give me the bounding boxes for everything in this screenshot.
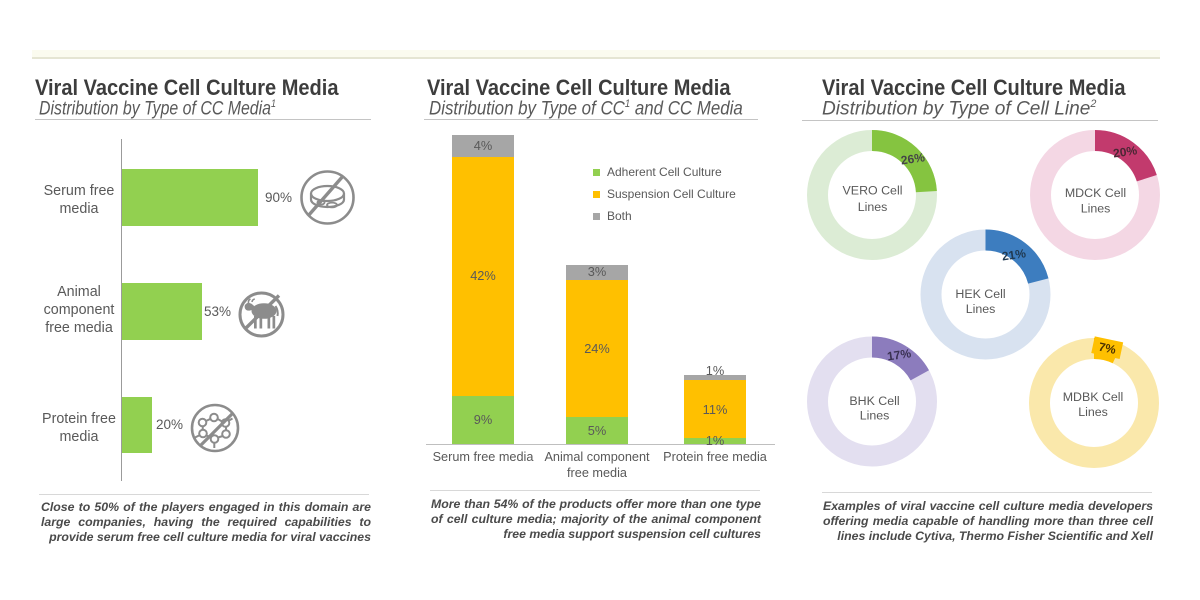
svg-text:20%: 20% bbox=[1112, 143, 1138, 160]
svg-text:Lines: Lines bbox=[966, 302, 996, 316]
svg-text:BHK Cell: BHK Cell bbox=[849, 394, 899, 408]
svg-text:17%: 17% bbox=[886, 346, 912, 363]
svg-text:Lines: Lines bbox=[1081, 202, 1111, 216]
svg-text:Lines: Lines bbox=[1078, 405, 1108, 419]
svg-text:MDCK Cell: MDCK Cell bbox=[1065, 186, 1126, 200]
svg-text:21%: 21% bbox=[1001, 246, 1027, 263]
svg-text:HEK Cell: HEK Cell bbox=[955, 287, 1005, 301]
svg-text:Lines: Lines bbox=[860, 409, 890, 423]
svg-text:Lines: Lines bbox=[858, 200, 888, 214]
svg-text:VERO Cell: VERO Cell bbox=[843, 184, 903, 198]
svg-text:26%: 26% bbox=[900, 150, 926, 167]
svg-text:7%: 7% bbox=[1097, 340, 1117, 357]
svg-text:MDBK Cell: MDBK Cell bbox=[1063, 390, 1124, 404]
